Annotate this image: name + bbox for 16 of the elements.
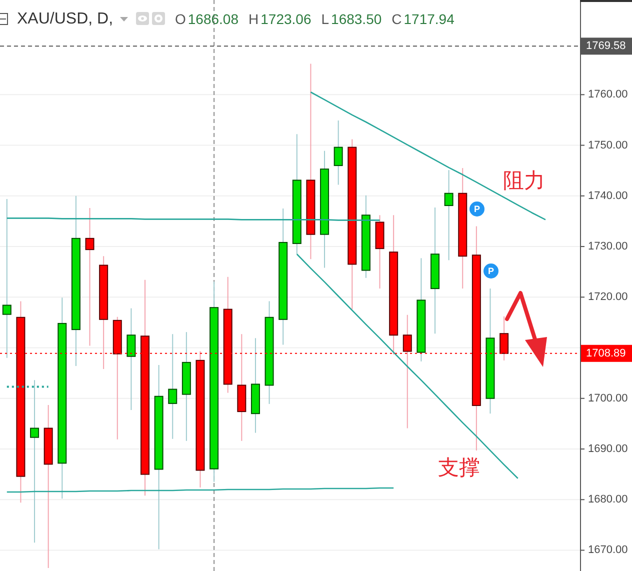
annotation: P xyxy=(474,204,480,214)
annotation: 阻力 xyxy=(503,170,545,192)
y-tick-label: 1720.00 xyxy=(588,291,628,304)
y-tick-label: 1700.00 xyxy=(588,392,628,404)
y-tick-label: 1690.00 xyxy=(588,443,628,456)
y-tick-label: 1680.00 xyxy=(588,494,628,506)
y-tick-label: 1730.00 xyxy=(588,240,628,253)
y-tick-label: 1670.00 xyxy=(588,544,628,556)
annotation: P xyxy=(488,266,494,276)
annotation: 支撑 xyxy=(438,456,480,480)
y-tick-label: 1760.00 xyxy=(588,88,628,101)
y-tick-label: 1740.00 xyxy=(588,190,628,202)
text: XAU/USD, D, xyxy=(17,10,114,28)
ref-line-label: 1769.58 xyxy=(586,40,626,52)
ref-line-label: 1708.89 xyxy=(586,347,626,360)
y-tick-label: 1750.00 xyxy=(588,139,628,152)
